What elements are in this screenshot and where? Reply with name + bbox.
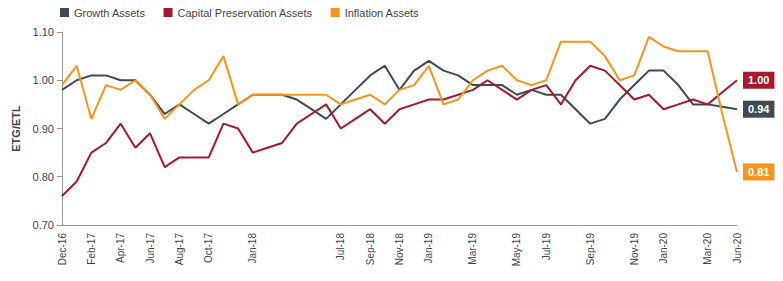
svg-text:Jun-17: Jun-17 (145, 233, 156, 264)
svg-text:1.00: 1.00 (748, 74, 769, 86)
svg-text:Aug-17: Aug-17 (174, 233, 185, 266)
svg-text:Jan-18: Jan-18 (247, 233, 258, 264)
svg-text:Apr-17: Apr-17 (115, 233, 126, 263)
svg-text:0.90: 0.90 (33, 123, 54, 135)
svg-text:Growth Assets: Growth Assets (74, 7, 145, 19)
svg-text:0.81: 0.81 (748, 166, 769, 178)
svg-text:Oct-17: Oct-17 (203, 233, 214, 263)
svg-text:Inflation Assets: Inflation Assets (345, 7, 419, 19)
svg-text:Jan-20: Jan-20 (658, 233, 669, 264)
svg-text:Feb-17: Feb-17 (86, 233, 97, 265)
svg-text:1.00: 1.00 (33, 74, 54, 86)
svg-text:Jun-20: Jun-20 (732, 233, 743, 264)
svg-text:Jan-19: Jan-19 (423, 233, 434, 264)
svg-text:0.70: 0.70 (33, 219, 54, 231)
svg-text:Capital Preservation Assets: Capital Preservation Assets (178, 7, 313, 19)
svg-text:ETG/ETL: ETG/ETL (10, 105, 22, 152)
svg-text:Mar-20: Mar-20 (702, 233, 713, 265)
svg-text:Sep-18: Sep-18 (365, 233, 376, 266)
svg-text:Mar-19: Mar-19 (467, 233, 478, 265)
svg-text:Jul-19: Jul-19 (541, 233, 552, 261)
svg-text:Nov-18: Nov-18 (394, 233, 405, 266)
svg-text:0.94: 0.94 (748, 103, 770, 115)
svg-text:Dec-16: Dec-16 (57, 233, 68, 266)
svg-text:Nov-19: Nov-19 (629, 233, 640, 266)
svg-text:1.10: 1.10 (33, 26, 54, 38)
svg-text:Sep-19: Sep-19 (585, 233, 596, 266)
svg-text:May-19: May-19 (511, 233, 522, 267)
svg-text:0.80: 0.80 (33, 171, 54, 183)
svg-text:Jul-18: Jul-18 (335, 233, 346, 261)
